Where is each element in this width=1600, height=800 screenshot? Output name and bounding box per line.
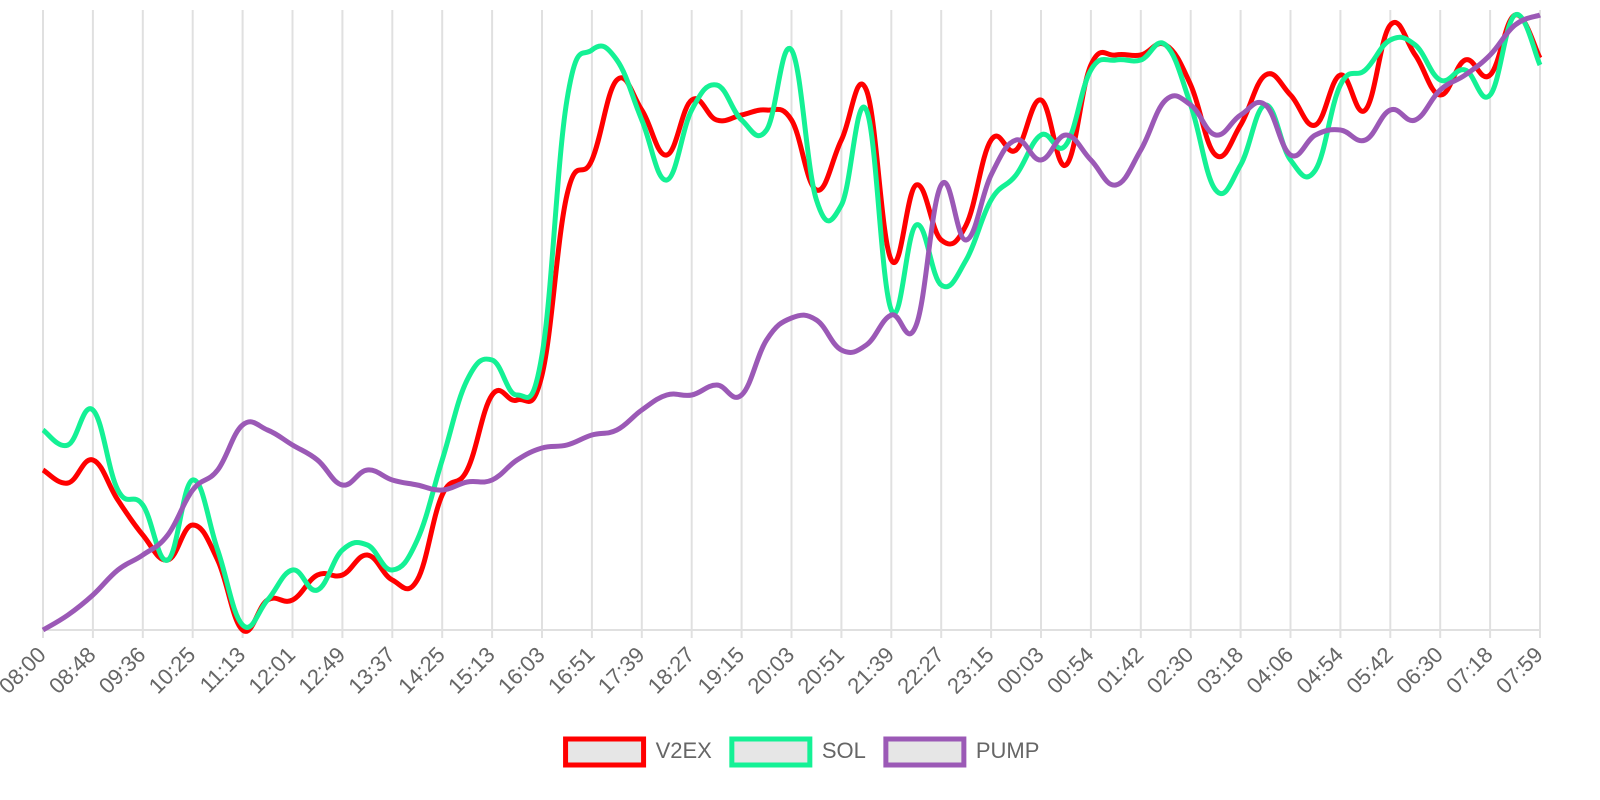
x-tick-label: 02:30 xyxy=(1142,642,1199,699)
x-tick-label: 11:13 xyxy=(195,642,250,697)
x-tick-label: 20:03 xyxy=(743,642,800,699)
legend-label: SOL xyxy=(822,738,866,763)
legend-item[interactable]: PUMP xyxy=(883,736,1040,768)
legend-swatch xyxy=(883,736,967,768)
line-series xyxy=(41,12,1543,634)
x-tick-label: 06:30 xyxy=(1391,642,1448,699)
x-tick-label: 22:27 xyxy=(892,642,949,699)
x-tick-label: 07:18 xyxy=(1441,642,1498,699)
x-tick-label: 12:01 xyxy=(244,642,301,699)
legend-label: PUMP xyxy=(976,738,1040,763)
x-tick-label: 03:18 xyxy=(1192,642,1249,699)
legend-swatch xyxy=(729,736,813,768)
x-tick-label: 09:36 xyxy=(94,642,151,699)
line-series xyxy=(41,12,1541,633)
x-tick-label: 04:06 xyxy=(1242,642,1299,699)
x-tick-label: 00:03 xyxy=(992,642,1049,699)
x-tick-label: 15:13 xyxy=(443,642,500,699)
legend-label: V2EX xyxy=(656,738,713,763)
x-tick-label: 17:39 xyxy=(593,642,650,699)
x-tick-label: 23:15 xyxy=(942,642,999,699)
x-tick-label: 16:51 xyxy=(543,642,600,699)
x-tick-label: 18:27 xyxy=(643,642,700,699)
x-tick-label: 04:54 xyxy=(1291,642,1348,699)
legend-item[interactable]: SOL xyxy=(729,736,866,768)
x-tick-label: 08:48 xyxy=(44,642,101,699)
legend-item[interactable]: V2EX xyxy=(563,736,713,768)
x-tick-label: 21:39 xyxy=(842,642,899,699)
x-tick-label: 00:54 xyxy=(1042,642,1099,699)
x-tick-label: 07:59 xyxy=(1491,642,1548,699)
legend: V2EX SOL PUMP xyxy=(563,736,1040,768)
x-tick-label: 13:37 xyxy=(343,642,400,699)
x-tick-label: 20:51 xyxy=(792,642,849,699)
x-tick-label: 14:25 xyxy=(393,642,450,699)
x-tick-label: 19:15 xyxy=(693,642,750,699)
x-tick-label: 05:42 xyxy=(1341,642,1398,699)
x-tick-label: 08:00 xyxy=(0,642,51,699)
x-tick-label: 12:49 xyxy=(293,642,350,699)
x-tick-label: 16:03 xyxy=(493,642,550,699)
legend-swatch xyxy=(563,736,647,768)
x-tick-label: 01:42 xyxy=(1092,642,1149,699)
x-tick-label: 10:25 xyxy=(144,642,201,699)
